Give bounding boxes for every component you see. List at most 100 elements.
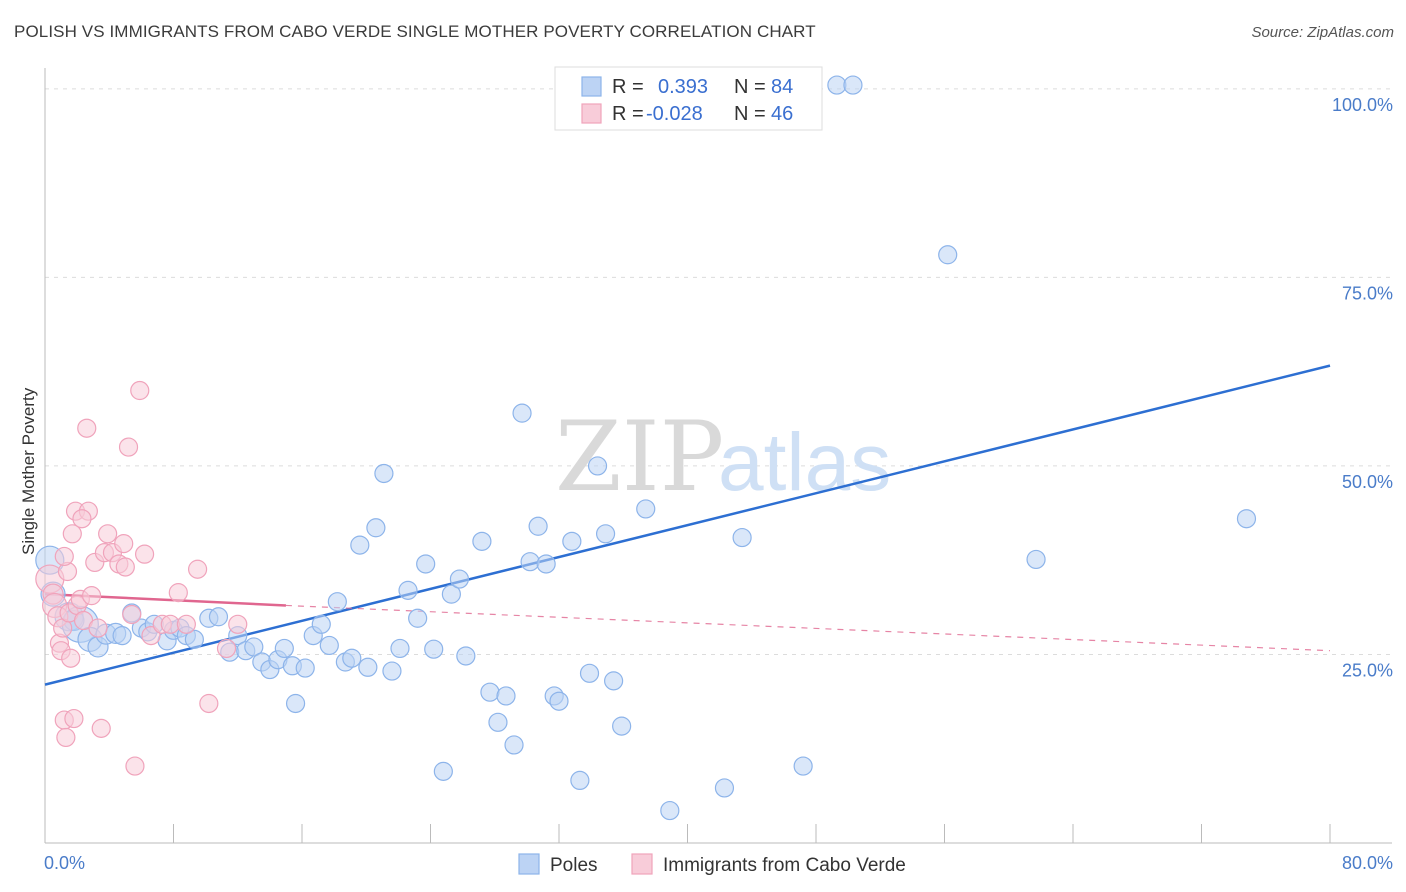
poles-point-58 xyxy=(520,552,540,572)
poles-point-59 xyxy=(528,516,548,536)
cabo-verde-point-31 xyxy=(125,756,145,776)
poles-point-55 xyxy=(496,686,516,706)
poles-point-80 xyxy=(938,245,958,265)
poles-point-69 xyxy=(612,716,632,736)
poles-point-68 xyxy=(604,671,624,691)
cabo-verde-trend-line-dashed xyxy=(285,604,1331,652)
legend-n-value-poles: 84 xyxy=(771,76,793,98)
cabo-verde-point-8 xyxy=(56,727,76,748)
cabo-verde-point-45 xyxy=(62,524,82,544)
poles-point-40 xyxy=(366,518,386,538)
bottom-legend-swatch-cabo-verde xyxy=(631,853,653,875)
poles-point-9 xyxy=(112,626,132,646)
cabo-verde-point-11 xyxy=(61,648,81,668)
watermark: ZIP atlas xyxy=(555,401,891,513)
source-label: Source: ZipAtlas.com xyxy=(1251,24,1394,41)
poles-point-70 xyxy=(636,499,656,519)
legend-r-value-poles: 0.393 xyxy=(658,76,708,98)
cabo-verde-point-32 xyxy=(130,380,150,401)
poles-point-18 xyxy=(184,629,204,649)
bottom-legend-label-cabo-verde: Immigrants from Cabo Verde xyxy=(663,855,906,876)
poles-point-43 xyxy=(390,638,410,659)
legend-n-label-cabo-verde: N = xyxy=(734,103,766,125)
poles-point-41 xyxy=(374,463,394,484)
poles-point-75 xyxy=(732,527,752,548)
poles-point-30 xyxy=(285,693,306,714)
legend-r-label-poles: R = xyxy=(612,76,644,98)
poles-point-45 xyxy=(408,608,428,628)
poles-point-39 xyxy=(358,657,378,677)
axes xyxy=(44,68,1392,844)
cabo-verde-point-44 xyxy=(72,509,92,529)
poles-point-34 xyxy=(319,635,339,656)
poles-point-47 xyxy=(424,639,444,659)
poles-point-60 xyxy=(536,554,556,574)
poles-trend-line xyxy=(44,364,1331,686)
cabo-verde-point-43 xyxy=(54,546,74,567)
cabo-verde-point-42 xyxy=(228,614,248,634)
cabo-verde-point-30 xyxy=(122,604,142,625)
cabo-verde-point-22 xyxy=(91,718,111,738)
y-axis-label: Single Mother Poverty xyxy=(19,387,38,555)
poles-point-78 xyxy=(827,75,847,95)
poles-point-63 xyxy=(562,531,582,551)
bottom-legend-label-poles: Poles xyxy=(550,855,598,876)
poles-point-62 xyxy=(549,691,569,711)
poles-point-67 xyxy=(595,524,616,544)
cabo-verde-point-41 xyxy=(216,638,237,659)
legend-n-value-cabo-verde: 46 xyxy=(771,103,793,125)
y-tick-label-3: 100.0% xyxy=(1332,95,1393,115)
poles-point-56 xyxy=(504,735,524,755)
cabo-verde-point-27 xyxy=(114,534,134,554)
legend-n-label-poles: N = xyxy=(734,76,766,98)
watermark-zip: ZIP xyxy=(555,401,724,513)
poles-point-38 xyxy=(350,535,370,555)
y-tick-labels: 25.0% 50.0% 75.0% 100.0% xyxy=(1332,95,1393,681)
poles-point-66 xyxy=(587,456,608,476)
poles-point-37 xyxy=(342,648,362,668)
poles-point-35 xyxy=(327,592,347,612)
chart-title: POLISH VS IMMIGRANTS FROM CABO VERDE SIN… xyxy=(14,22,816,41)
poles-point-46 xyxy=(416,554,436,574)
poles-point-28 xyxy=(274,638,294,659)
poles-point-74 xyxy=(714,778,735,798)
poles-point-49 xyxy=(441,584,461,604)
poles-point-53 xyxy=(480,682,500,702)
cabo-verde-point-12 xyxy=(64,708,84,729)
cabo-verde-point-21 xyxy=(88,618,108,638)
poles-point-20 xyxy=(208,607,229,627)
x-tick-labels: 0.0% 80.0% xyxy=(44,853,1393,873)
poles-point-77 xyxy=(793,756,813,776)
poles-point-82 xyxy=(1236,509,1257,529)
poles-point-51 xyxy=(456,646,476,666)
poles-point-57 xyxy=(512,403,532,423)
y-tick-label-0: 25.0% xyxy=(1342,660,1393,680)
series-legend: Poles Immigrants from Cabo Verde xyxy=(518,853,906,876)
cabo-verde-point-36 xyxy=(160,614,180,634)
poles-point-31 xyxy=(295,658,315,678)
x-tick-label-0: 0.0% xyxy=(44,853,85,873)
cabo-verde-point-29 xyxy=(118,437,139,457)
legend-r-label-cabo-verde: R = xyxy=(612,103,644,125)
y-tick-label-1: 50.0% xyxy=(1342,472,1393,492)
gridlines xyxy=(45,88,1392,655)
legend-r-value-cabo-verde: -0.028 xyxy=(646,103,703,125)
cabo-verde-point-39 xyxy=(187,559,208,579)
poles-point-52 xyxy=(472,531,492,551)
poles-point-50 xyxy=(449,569,470,589)
poles-point-24 xyxy=(244,637,264,657)
cabo-verde-point-37 xyxy=(168,583,188,603)
poles-point-42 xyxy=(382,661,402,681)
x-tick-label-1: 80.0% xyxy=(1342,853,1393,873)
cabo-verde-point-33 xyxy=(134,544,155,564)
poles-point-54 xyxy=(488,712,508,732)
poles-point-71 xyxy=(660,800,680,821)
cabo-verde-point-40 xyxy=(199,693,219,714)
cabo-verde-point-38 xyxy=(176,614,196,634)
poles-point-81 xyxy=(1026,549,1046,570)
cabo-verde-point-24 xyxy=(98,524,118,544)
bottom-legend-swatch-poles xyxy=(518,853,540,875)
cabo-verde-point-28 xyxy=(115,557,135,577)
watermark-atlas: atlas xyxy=(718,417,891,508)
